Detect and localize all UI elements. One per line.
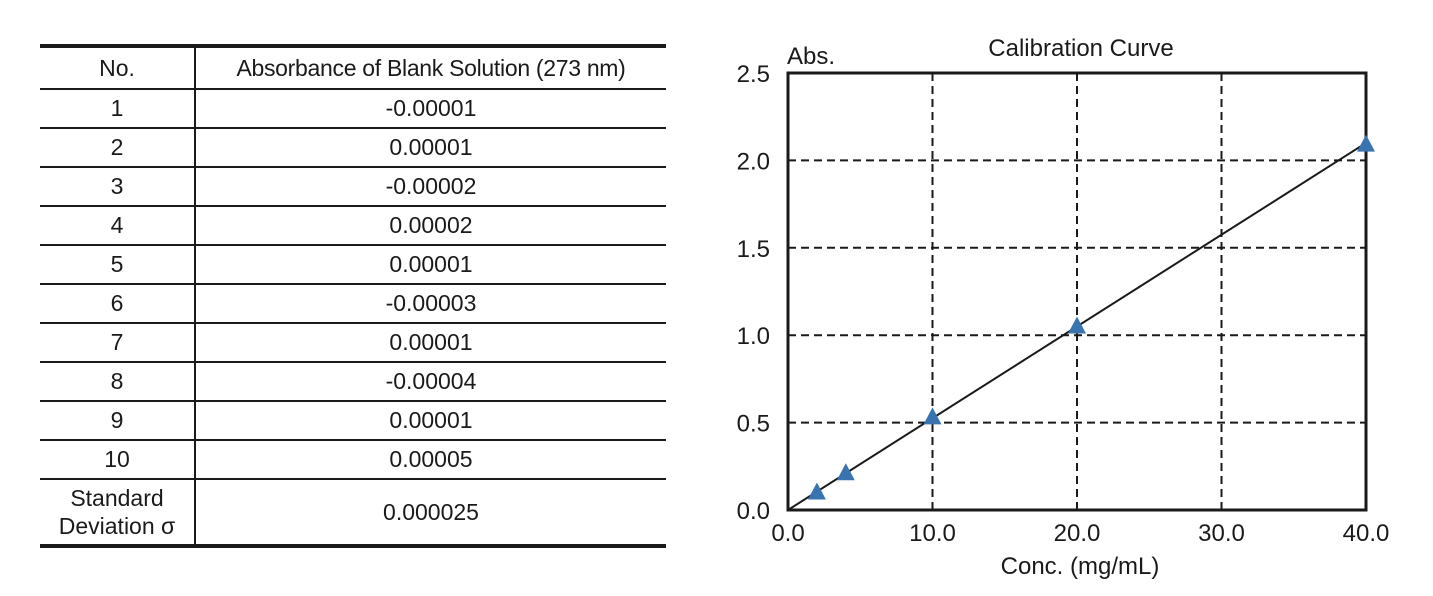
x-tick-label: 40.0 bbox=[1343, 520, 1390, 547]
chart-data-points bbox=[807, 134, 1375, 500]
row-number: 4 bbox=[40, 206, 196, 246]
table-row: 8 -0.00004 bbox=[40, 362, 666, 402]
calibration-curve-chart: 0.0 10.0 20.0 30.0 40.0 0.0 0.5 1.0 1.5 2.0 2.5 Ca… bbox=[737, 35, 1390, 580]
blank-absorbance-table-container: No. Absorbance of Blank Solution (273 nm… bbox=[40, 44, 666, 548]
table-row: 9 0.00001 bbox=[40, 401, 666, 441]
std-dev-label-line2: Deviation σ bbox=[58, 513, 176, 539]
row-number: 7 bbox=[40, 323, 196, 363]
row-number: 6 bbox=[40, 284, 196, 324]
row-number: 8 bbox=[40, 362, 196, 402]
table-row: 10 0.00005 bbox=[40, 440, 666, 480]
x-tick-label: 20.0 bbox=[1054, 520, 1101, 547]
table-row: 5 0.00001 bbox=[40, 245, 666, 285]
row-absorbance-value: -0.00001 bbox=[195, 89, 666, 129]
row-absorbance-value: 0.00001 bbox=[195, 128, 666, 168]
y-tick-label: 1.5 bbox=[737, 236, 770, 263]
row-absorbance-value: -0.00003 bbox=[195, 284, 666, 324]
row-number: 9 bbox=[40, 401, 196, 441]
table-row: 4 0.00002 bbox=[40, 206, 666, 246]
table-row: 7 0.00001 bbox=[40, 323, 666, 363]
plot-frame bbox=[786, 71, 1368, 512]
data-point-triangle bbox=[807, 482, 826, 500]
data-point-triangle bbox=[836, 463, 855, 481]
y-tick-label: 0.5 bbox=[737, 411, 770, 438]
data-point-triangle bbox=[1068, 316, 1086, 334]
row-number: 2 bbox=[40, 128, 196, 168]
chart-title: Calibration Curve bbox=[988, 35, 1173, 62]
data-point-triangle bbox=[1357, 134, 1375, 152]
blank-absorbance-table: No. Absorbance of Blank Solution (273 nm… bbox=[40, 44, 666, 548]
row-absorbance-value: 0.00001 bbox=[195, 401, 666, 441]
table-row: 3 -0.00002 bbox=[40, 167, 666, 207]
y-tick-label: 2.5 bbox=[737, 61, 770, 88]
row-absorbance-value: -0.00004 bbox=[195, 362, 666, 402]
row-absorbance-value: 0.00001 bbox=[195, 245, 666, 285]
row-number: 3 bbox=[40, 167, 196, 207]
table-row: 1 -0.00001 bbox=[40, 89, 666, 129]
x-tick-label: 30.0 bbox=[1198, 520, 1245, 547]
std-dev-label: Standard Deviation σ bbox=[40, 479, 196, 548]
x-axis-label: Conc. (mg/mL) bbox=[1001, 553, 1160, 580]
y-axis-label: Abs. bbox=[787, 43, 835, 70]
row-number: 5 bbox=[40, 245, 196, 285]
x-tick-label: 10.0 bbox=[909, 520, 956, 547]
data-point-triangle bbox=[923, 407, 942, 425]
header-absorbance: Absorbance of Blank Solution (273 nm) bbox=[195, 46, 666, 90]
table-row: 6 -0.00003 bbox=[40, 284, 666, 324]
y-tick-label: 2.0 bbox=[737, 148, 770, 175]
std-dev-label-line1: Standard bbox=[70, 485, 164, 511]
table-body: 1 -0.00001 2 0.00001 3 -0.00002 4 0.00002 5 0.000… bbox=[40, 89, 666, 548]
row-absorbance-value: 0.00002 bbox=[195, 206, 666, 246]
table-header-row: No. Absorbance of Blank Solution (273 nm… bbox=[40, 46, 666, 90]
std-dev-value: 0.000025 bbox=[195, 479, 666, 548]
y-tick-label: 0.0 bbox=[737, 498, 770, 525]
x-tick-label: 0.0 bbox=[771, 520, 804, 547]
row-number: 10 bbox=[40, 440, 196, 480]
chart-axes: 0.0 10.0 20.0 30.0 40.0 0.0 0.5 1.0 1.5 2.0 2.5 bbox=[737, 61, 1390, 547]
row-absorbance-value: -0.00002 bbox=[195, 167, 666, 207]
chart-gridlines bbox=[788, 73, 1366, 510]
header-no: No. bbox=[40, 46, 196, 90]
row-number: 1 bbox=[40, 89, 196, 129]
summary-row: Standard Deviation σ 0.000025 bbox=[40, 479, 666, 548]
row-absorbance-value: 0.00005 bbox=[195, 440, 666, 480]
row-absorbance-value: 0.00001 bbox=[195, 323, 666, 363]
table-row: 2 0.00001 bbox=[40, 128, 666, 168]
y-tick-label: 1.0 bbox=[737, 323, 770, 350]
